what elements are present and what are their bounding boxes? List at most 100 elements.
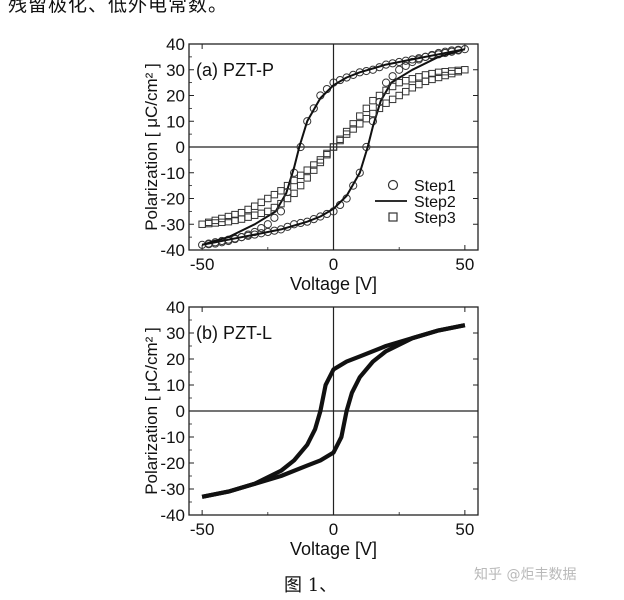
step1-point — [309, 104, 318, 113]
y-tick-label: -40 — [160, 506, 185, 525]
y-tick-label: -30 — [160, 480, 185, 499]
step3-point — [375, 104, 384, 113]
step3-point — [369, 96, 377, 105]
step3-point — [362, 104, 371, 113]
step1-point — [388, 72, 397, 81]
panel-label: (b) PZT-L — [196, 323, 272, 343]
y-tick-label: -40 — [160, 241, 185, 260]
step3-point — [448, 69, 456, 78]
step3-point — [388, 95, 397, 104]
step3-point — [362, 114, 371, 123]
step3-point — [283, 181, 292, 190]
step3-point — [257, 209, 265, 218]
step3-point — [303, 166, 311, 174]
step3-point — [395, 91, 403, 100]
body-text-line: 残留极化、低外电常数。 — [8, 0, 229, 16]
legend-marker-step3 — [388, 212, 398, 222]
y-tick-label: -20 — [160, 454, 185, 473]
step3-point — [408, 84, 417, 92]
step3-point — [402, 76, 410, 85]
x-tick-label: 0 — [329, 520, 338, 539]
step3-point — [421, 77, 430, 86]
step3-point — [349, 125, 357, 133]
step3-point — [382, 86, 390, 95]
step3-point — [296, 181, 305, 190]
x-tick-label: 0 — [329, 255, 338, 274]
legend-marker-step1 — [387, 179, 399, 191]
step3-point — [270, 190, 279, 199]
legend-label: Step2 — [414, 194, 456, 211]
step3-point — [329, 143, 338, 151]
step3-point — [415, 73, 423, 81]
legend-label: Step3 — [414, 210, 456, 227]
step3-point — [369, 109, 377, 118]
step3-point — [342, 130, 351, 138]
step1-point — [270, 213, 279, 222]
step1-point — [401, 61, 410, 70]
step3-point — [244, 205, 252, 214]
step3-point — [336, 136, 344, 145]
step1-point — [355, 168, 364, 177]
y-tick-label: -20 — [160, 190, 185, 209]
step3-point — [296, 171, 305, 180]
y-axis-label: Polarization [ μC/cm² ] — [142, 327, 161, 495]
y-tick-label: 10 — [166, 112, 185, 131]
y-tick-label: 0 — [176, 402, 185, 421]
figure-caption: 图 1、 — [284, 575, 338, 596]
legend-label: Step1 — [414, 178, 456, 195]
series-line — [201, 323, 466, 499]
panel-label: (a) PZT-P — [196, 60, 274, 80]
y-tick-label: 20 — [166, 350, 185, 369]
step1-point — [381, 78, 391, 87]
x-tick-label: 50 — [455, 255, 474, 274]
step3-point — [316, 156, 325, 164]
y-tick-label: -10 — [160, 428, 185, 447]
step1-point — [263, 220, 272, 229]
step3-point — [421, 71, 430, 79]
step3-point — [283, 194, 292, 203]
step3-point — [461, 66, 469, 74]
step3-point — [218, 214, 226, 223]
step3-point — [250, 211, 259, 219]
x-tick-label: 50 — [455, 520, 474, 539]
step3-point — [356, 120, 364, 128]
step3-point — [415, 80, 423, 89]
y-tick-label: -10 — [160, 164, 185, 183]
step3-point — [237, 215, 246, 223]
series-line — [201, 48, 466, 246]
step3-point — [310, 166, 318, 174]
panel-a-chart: -40 -30 -20 -10 0 10 20 30 40 -50 0 50 Voltage [V] Po… — [142, 35, 479, 294]
x-tick-label: -50 — [190, 255, 215, 274]
step3-point — [250, 202, 259, 210]
step3-point — [277, 199, 285, 208]
step3-point — [441, 71, 449, 80]
step3-point — [211, 219, 219, 227]
y-axis-label: Polarization [ μC/cm² ] — [142, 63, 161, 231]
step3-point — [290, 176, 298, 185]
watermark-text: 知乎 @炬丰数据 — [474, 567, 577, 583]
series-line — [201, 323, 466, 499]
step1-point — [257, 224, 266, 233]
step1-point — [349, 181, 358, 190]
step3-point — [237, 208, 246, 217]
step3-point — [388, 82, 397, 91]
step3-point — [270, 203, 279, 212]
step3-point — [375, 91, 384, 100]
panel-b-chart: -40 -30 -20 -10 0 10 20 30 40 -50 0 50 Voltage [V] Po… — [142, 298, 479, 559]
step3-point — [395, 78, 403, 87]
series-line — [201, 48, 466, 246]
step3-point — [211, 216, 219, 225]
step1-point — [395, 65, 404, 74]
step3-point — [323, 151, 331, 159]
step3-point — [277, 187, 285, 195]
step1-point — [276, 207, 286, 216]
x-axis-label: Voltage [V] — [290, 274, 377, 294]
step3-point — [290, 189, 298, 198]
step3-point — [244, 213, 252, 221]
step3-point — [356, 112, 364, 120]
step3-point — [441, 67, 449, 76]
step3-point — [316, 158, 325, 167]
step3-point — [382, 99, 390, 107]
x-tick-label: -50 — [190, 520, 215, 539]
